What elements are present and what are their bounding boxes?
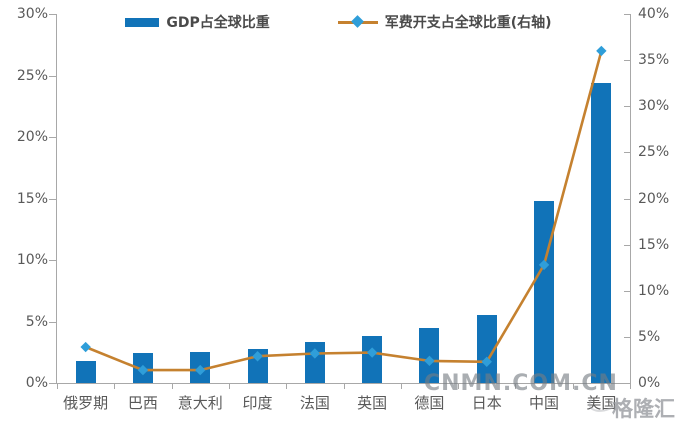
right-axis-label: 30% [638,98,670,115]
right-axis-tick [624,244,630,246]
bar-series-swatch-icon [125,17,160,27]
plot-area [57,14,630,383]
bar-德国 [419,327,440,383]
x-axis-tick [343,384,345,389]
x-axis-tick [515,384,517,389]
diamond-marker-法国 [309,348,321,359]
x-axis-label-日本: 日本 [471,394,502,412]
left-axis-tick [49,75,56,77]
x-axis-label-俄罗期: 俄罗期 [63,394,109,412]
x-axis-tick [114,384,116,389]
watermark-cnmn: CNMN.COM.CN [424,371,618,396]
military-line-layer [80,45,607,376]
right-axis-label: 5% [638,328,661,345]
right-axis-label: 20% [638,190,670,207]
left-axis-tick [49,137,56,138]
right-axis-tick [624,290,630,292]
x-axis-label-巴西: 巴西 [127,394,158,412]
left-axis-tick [49,14,56,15]
x-axis-label-美国: 美国 [586,394,617,412]
legend-item-gdp: GDP占全球比重 [125,12,270,32]
bar-俄罗期 [75,360,96,383]
x-axis-label-中国: 中国 [529,394,560,412]
x-axis-label-德国: 德国 [414,394,445,412]
diamond-marker-英国 [366,347,378,358]
left-axis-label: 15% [16,190,48,207]
x-axis-tick [400,384,402,389]
legend-item-military: 军费开支占全球比重(右轴) [337,12,552,32]
right-axis-label: 25% [638,144,670,161]
right-axis-tick [624,14,630,15]
diamond-marker-美国 [596,45,607,57]
diamond-marker-巴西 [137,364,149,376]
x-axis-label-法国: 法国 [299,394,330,412]
bar-英国 [362,336,383,383]
diamond-marker-意大利 [195,364,206,376]
left-axis-label: 30% [16,6,48,22]
right-axis-label: 10% [638,282,670,299]
x-axis-label-英国: 英国 [357,394,388,412]
military-line [85,50,603,372]
right-axis-label: 15% [638,236,670,253]
x-axis-tick [572,384,574,389]
x-axis-tick [57,384,58,389]
diamond-marker-日本 [481,356,492,367]
left-axis-tick [49,321,56,323]
legend-label-gdp: GDP占全球比重 [166,15,270,31]
left-axis-label: 5% [25,313,48,330]
x-axis-tick [228,384,230,389]
left-axis-label: 10% [16,252,48,268]
right-axis-label: 0% [638,375,661,391]
x-axis-tick [630,384,631,389]
bar-日本 [476,315,497,383]
right-axis-line [630,14,631,384]
x-axis-label-意大利: 意大利 [177,394,223,412]
right-axis-tick [624,60,630,62]
chart-legend: GDP占全球比重 军费开支占全球比重(右轴) [0,10,677,34]
x-axis-label-印度: 印度 [242,394,273,412]
right-axis-tick [624,152,630,154]
right-axis-label: 35% [638,52,670,69]
left-axis-tick [49,198,56,200]
left-axis-tick [49,260,56,261]
right-axis-tick [624,198,630,200]
watermark-gelonghui: 格隆汇 [612,397,675,421]
right-axis-tick [624,106,630,108]
diamond-marker-俄罗期 [80,341,91,353]
x-axis-tick [171,384,173,389]
left-axis-label: 25% [16,67,48,84]
x-axis-tick [286,384,288,389]
left-axis-tick [49,383,56,384]
left-axis-label: 0% [25,375,48,391]
diamond-marker-德国 [424,355,435,367]
line-series-swatch-icon [337,14,378,28]
bar-美国 [591,82,612,383]
diamond-marker-印度 [252,351,263,362]
right-axis-tick [624,336,630,338]
bottom-axis-line [56,383,631,384]
x-axis-tick [458,384,460,389]
right-axis-label: 40% [638,6,670,22]
left-axis-label: 20% [16,129,48,145]
right-axis-tick [624,383,630,384]
left-axis-line [56,14,57,384]
legend-label-military: 军费开支占全球比重(右轴) [384,15,552,31]
